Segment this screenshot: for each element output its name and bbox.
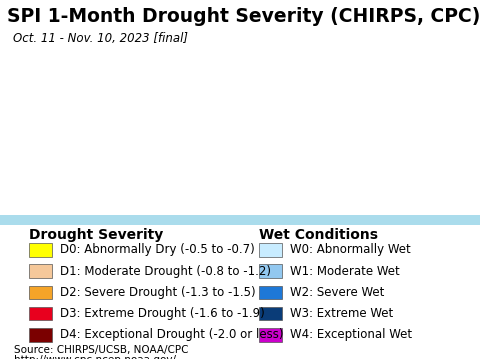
Text: W2: Severe Wet: W2: Severe Wet [290, 286, 385, 299]
Bar [29, 307, 52, 321]
Text: Wet Conditions: Wet Conditions [259, 228, 378, 242]
Bar [259, 243, 282, 257]
Bar [0, 215, 480, 225]
Text: W1: Moderate Wet: W1: Moderate Wet [290, 265, 400, 278]
Bar [259, 264, 282, 278]
Text: Source: CHIRPS/UCSB, NOAA/CPC: Source: CHIRPS/UCSB, NOAA/CPC [14, 345, 189, 355]
Text: Drought Severity: Drought Severity [29, 228, 163, 242]
Bar [29, 285, 52, 299]
Text: W4: Exceptional Wet: W4: Exceptional Wet [290, 328, 412, 341]
Text: D1: Moderate Drought (-0.8 to -1.2): D1: Moderate Drought (-0.8 to -1.2) [60, 265, 271, 278]
Text: W0: Abnormally Wet: W0: Abnormally Wet [290, 243, 411, 256]
Text: SPI 1-Month Drought Severity (CHIRPS, CPC): SPI 1-Month Drought Severity (CHIRPS, CP… [7, 7, 480, 26]
Bar [29, 264, 52, 278]
Text: D0: Abnormally Dry (-0.5 to -0.7): D0: Abnormally Dry (-0.5 to -0.7) [60, 243, 255, 256]
Bar [29, 243, 52, 257]
Text: http://www.cpc.ncep.noaa.gov/: http://www.cpc.ncep.noaa.gov/ [14, 355, 177, 359]
Text: D3: Extreme Drought (-1.6 to -1.9): D3: Extreme Drought (-1.6 to -1.9) [60, 307, 265, 320]
Text: D4: Exceptional Drought (-2.0 or less): D4: Exceptional Drought (-2.0 or less) [60, 328, 284, 341]
Text: W3: Extreme Wet: W3: Extreme Wet [290, 307, 394, 320]
Text: D2: Severe Drought (-1.3 to -1.5): D2: Severe Drought (-1.3 to -1.5) [60, 286, 256, 299]
Bar [29, 328, 52, 342]
Bar [259, 285, 282, 299]
Bar [259, 328, 282, 342]
Text: Oct. 11 - Nov. 10, 2023 [final]: Oct. 11 - Nov. 10, 2023 [final] [13, 32, 189, 45]
Bar [259, 307, 282, 321]
